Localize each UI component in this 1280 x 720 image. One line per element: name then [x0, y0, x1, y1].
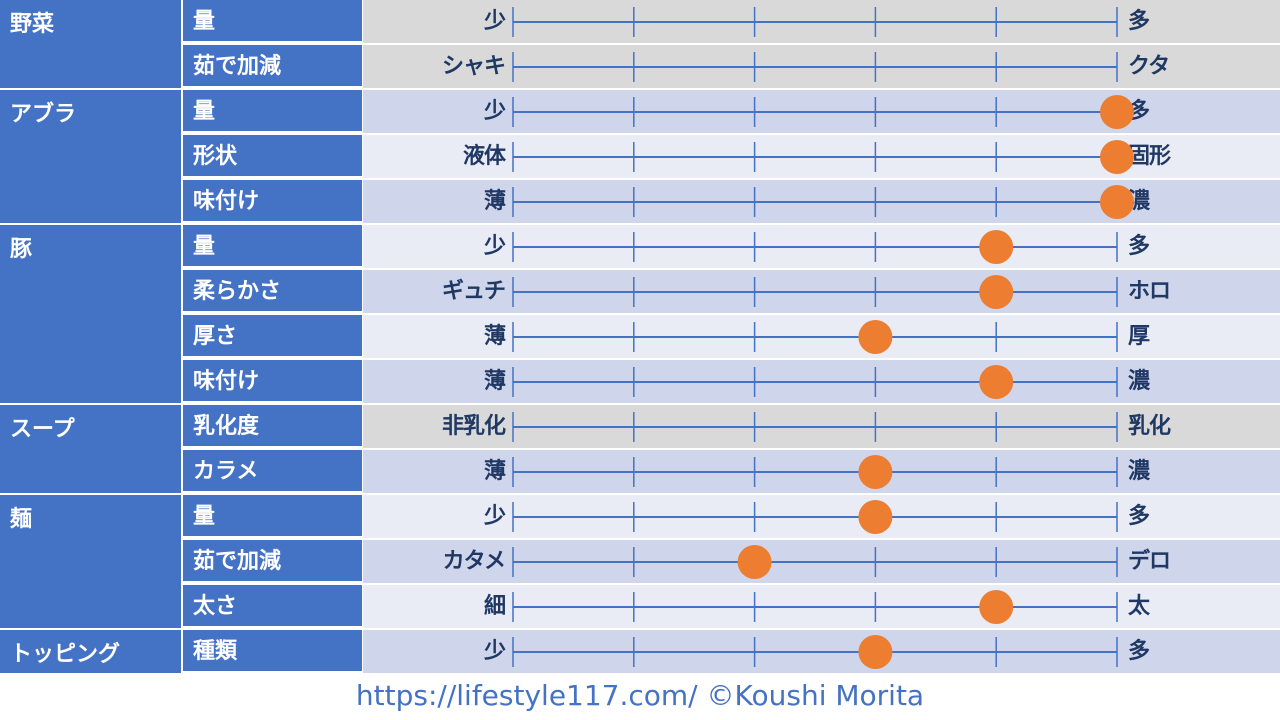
attribute-label: 量	[183, 495, 362, 538]
scale-left-label: 薄	[483, 369, 506, 394]
scale-right-label: 固形	[1128, 144, 1171, 169]
attribute-label: 味付け	[183, 360, 362, 403]
attribute-label: 柔らかさ	[183, 270, 362, 313]
scale-right-label: デロ	[1128, 549, 1171, 574]
scale-right-label: 濃	[1128, 369, 1150, 394]
attribute-label: 太さ	[183, 585, 362, 628]
category-label: 野菜	[0, 0, 181, 90]
scale-right-label: 太	[1128, 594, 1150, 619]
scale-right-label: 濃	[1128, 459, 1150, 484]
scale-left-label: 薄	[483, 459, 506, 484]
attribute-label: 量	[183, 90, 362, 133]
scale-svg	[512, 7, 1134, 669]
scale-right-label: 多	[1128, 99, 1150, 124]
category-label: アブラ	[0, 90, 181, 225]
category-label: 豚	[0, 225, 181, 405]
category-label: トッピング	[0, 630, 181, 675]
scale-right-label: 乳化	[1128, 414, 1171, 439]
scale-right-label: 濃	[1128, 189, 1150, 214]
scale-left-label: 少	[483, 9, 506, 34]
attribute-label: 形状	[183, 135, 362, 178]
preference-dot	[979, 590, 1014, 624]
preference-dot	[979, 230, 1014, 264]
attribute-label: 種類	[183, 630, 362, 673]
scale-left-label: 細	[483, 594, 506, 619]
scale-right-label: 多	[1128, 504, 1150, 529]
preference-dot	[737, 545, 772, 579]
preference-dot	[858, 635, 893, 669]
scale-right-label: クタ	[1128, 54, 1170, 79]
scale-right-label: 多	[1128, 234, 1150, 259]
preference-dot	[1100, 95, 1134, 129]
scale-left-label: 非乳化	[441, 414, 506, 439]
preference-dot	[979, 275, 1014, 309]
scale-left-label: カタメ	[442, 549, 506, 574]
footer-credit: https://lifestyle117.com/ ©Koushi Morita	[355, 679, 925, 712]
preference-dot	[858, 500, 893, 534]
scale-right-label: ホロ	[1128, 279, 1171, 304]
attribute-label: 量	[183, 225, 362, 268]
attribute-label: 厚さ	[183, 315, 362, 358]
scale-right-label: 多	[1128, 9, 1150, 34]
scale-left-label: 液体	[462, 144, 506, 169]
preference-dot	[858, 455, 893, 489]
scale-left-label: 薄	[483, 324, 506, 349]
category-label: スープ	[0, 405, 181, 495]
attribute-label: 味付け	[183, 180, 362, 223]
scale-left-label: 少	[483, 234, 506, 259]
attribute-label: カラメ	[183, 450, 362, 493]
category-label: 麺	[0, 495, 181, 630]
attribute-label: 乳化度	[183, 405, 362, 448]
preference-dot	[858, 320, 893, 354]
scale-right-label: 多	[1128, 639, 1150, 664]
scale-left-label: 少	[483, 504, 506, 529]
preference-dot	[1100, 185, 1134, 219]
scale-left-label: 薄	[483, 189, 506, 214]
preference-chart: 野菜 アブラ豚スープ麺トッピング量少多茹で加減 シャキ クタ量少多形状 液体 固形 味付け薄…	[0, 0, 1280, 675]
scale-left-label: 少	[483, 639, 506, 664]
attribute-label: 茹で加減	[183, 540, 362, 583]
scale-left-label: 少	[483, 99, 506, 124]
scale-left-label: シャキ	[441, 54, 506, 79]
preference-dot	[979, 365, 1014, 399]
attribute-label: 量	[183, 0, 362, 43]
scale-right-label: 厚	[1128, 324, 1150, 349]
preference-dot	[1100, 140, 1134, 174]
attribute-label: 茹で加減	[183, 45, 362, 88]
scale-left-label: ギュチ	[441, 279, 506, 304]
